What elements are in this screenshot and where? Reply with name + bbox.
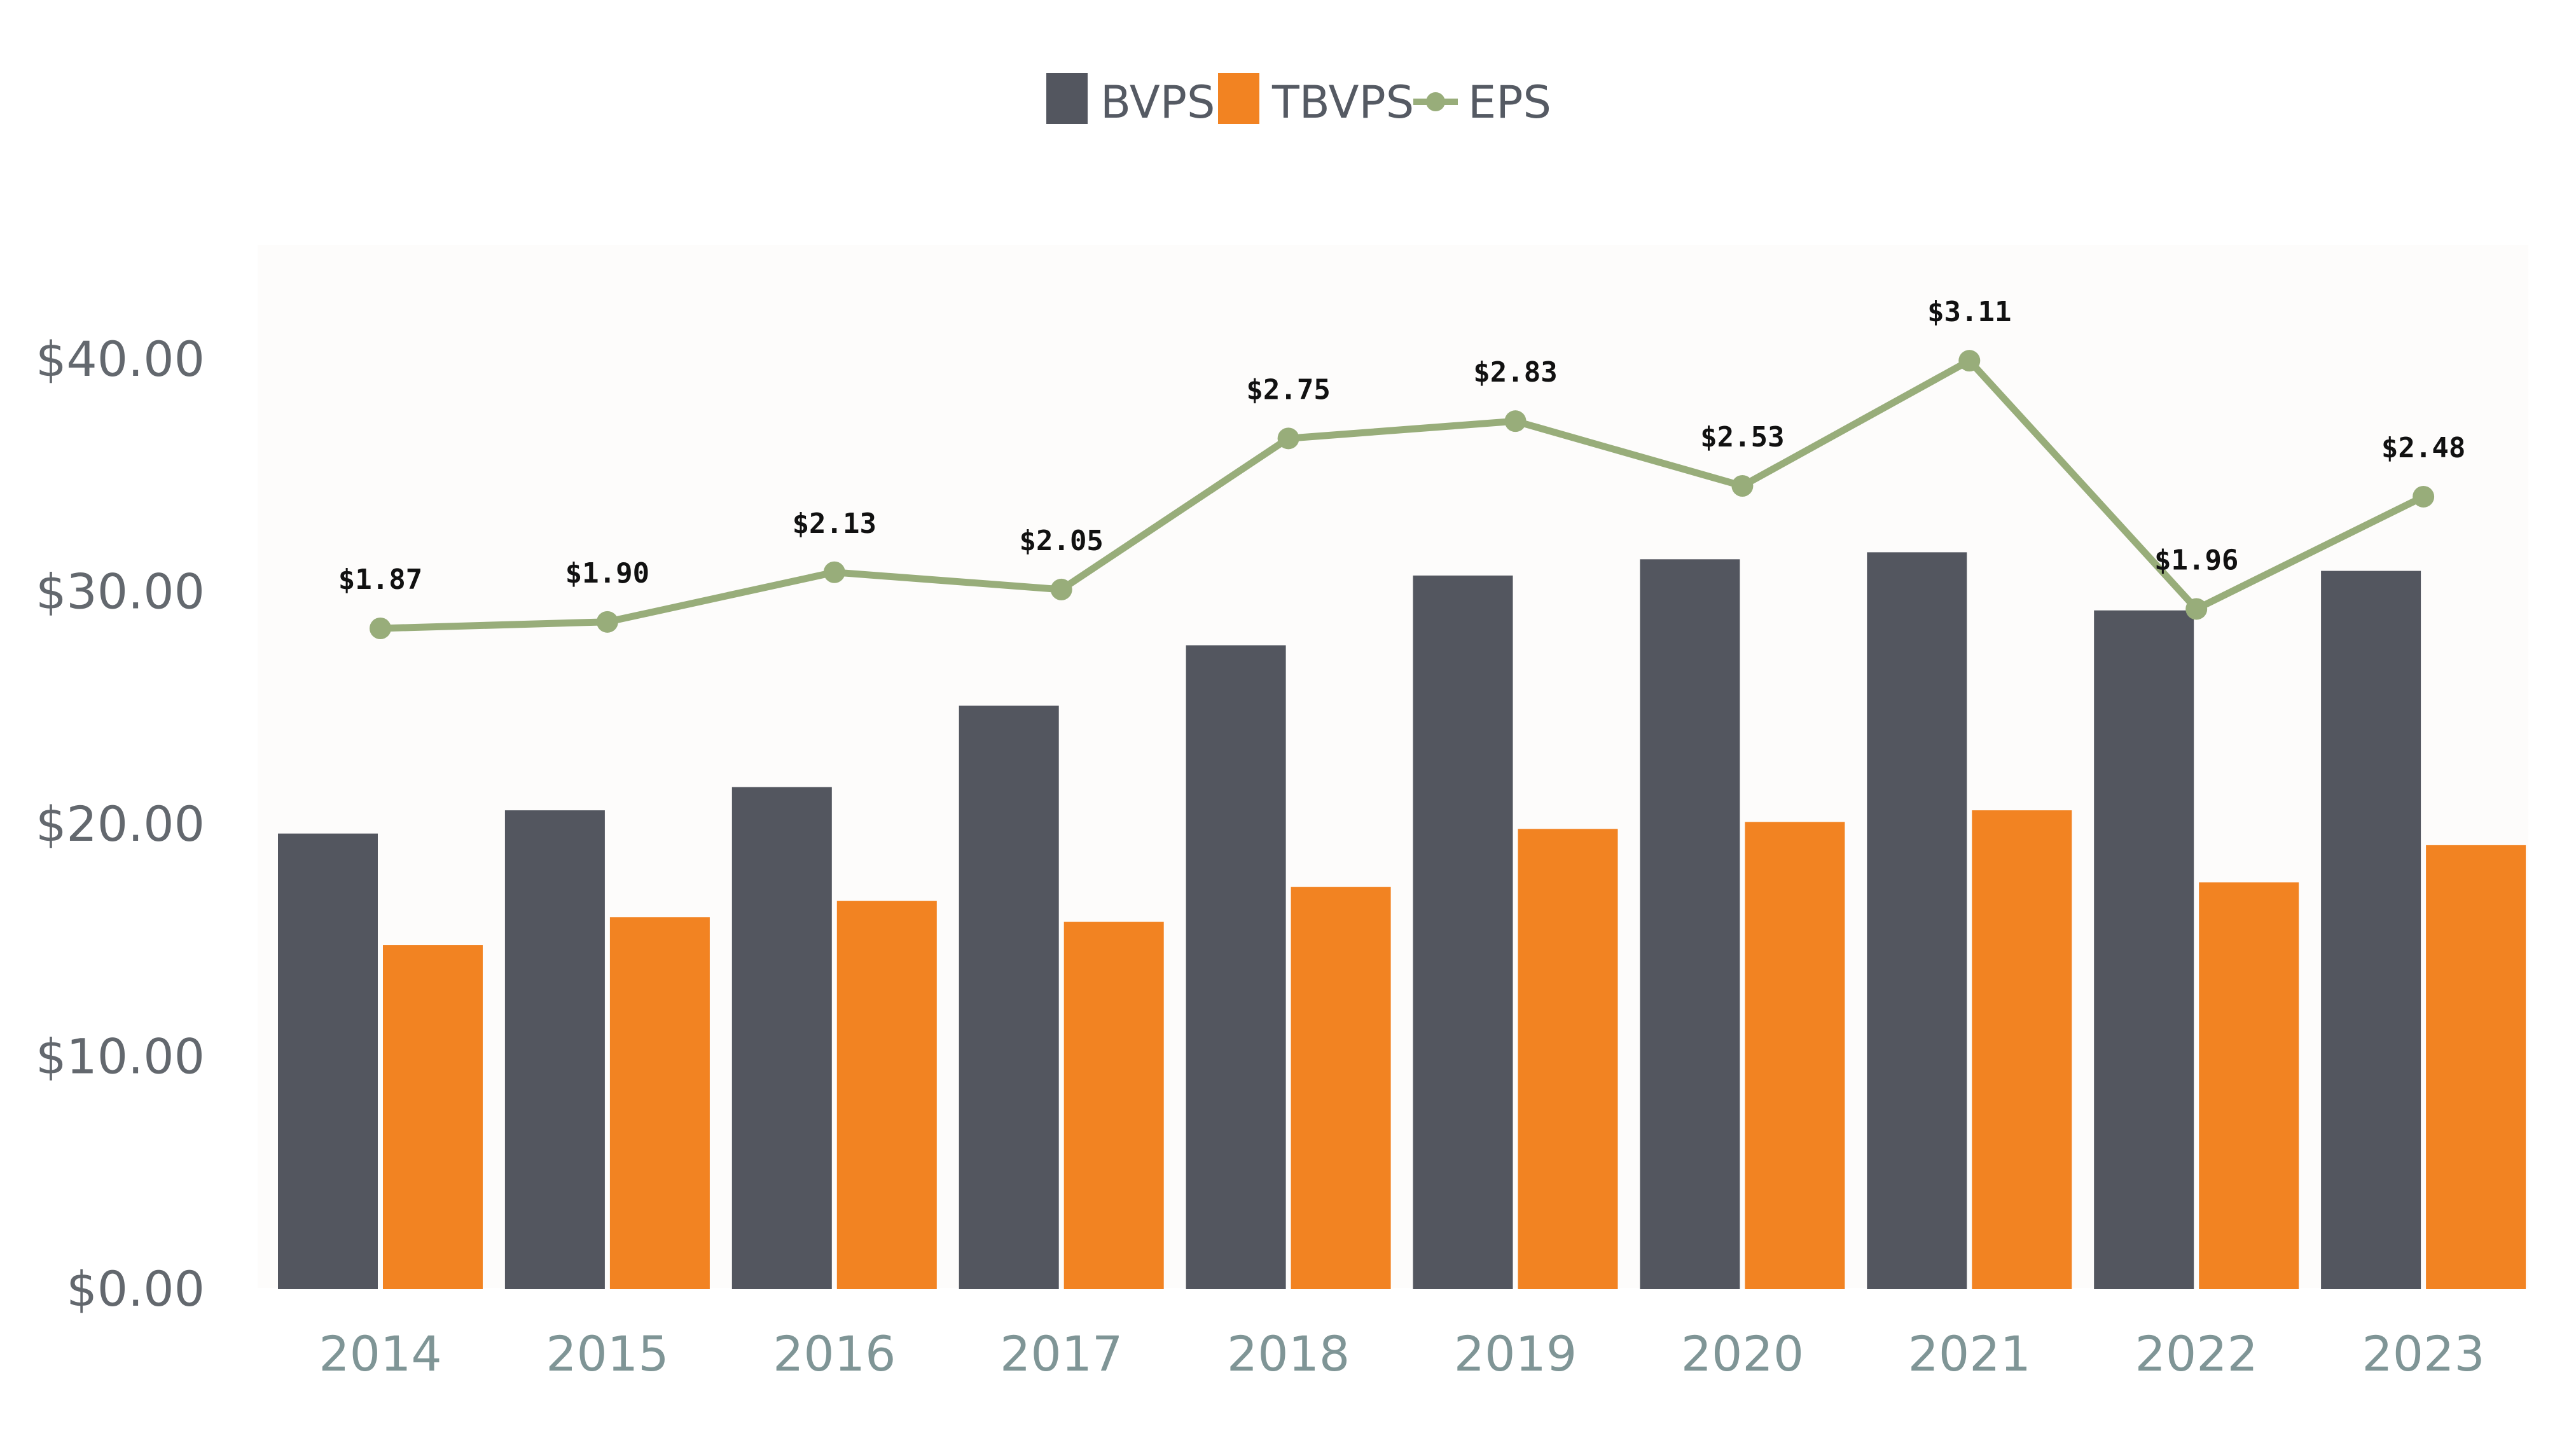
legend-marker-eps <box>1426 92 1445 111</box>
x-tick-label-2020: 2020 <box>1681 1325 1804 1382</box>
eps-line <box>380 357 2425 632</box>
eps-point-2019[interactable] <box>1504 410 1527 432</box>
bar-tbvps-2019[interactable] <box>1518 829 1618 1289</box>
eps-data-label-2021: $3.11 <box>1927 296 2011 328</box>
bar-tbvps-2022[interactable] <box>2199 882 2299 1289</box>
eps-data-label-2022: $1.96 <box>2154 544 2238 576</box>
legend-label-tbvps: TBVPS <box>1271 76 1414 128</box>
x-tick-label-2022: 2022 <box>2135 1325 2257 1382</box>
x-tick-label-2016: 2016 <box>773 1325 896 1382</box>
x-axis: 2014 2015 2016 2017 2018 2019 2020 2021 2022 2023 <box>319 1325 2485 1382</box>
legend-label-eps: EPS <box>1468 76 1551 128</box>
bar-bvps-2020[interactable] <box>1640 559 1740 1289</box>
eps-data-label-2023: $2.48 <box>2381 432 2465 464</box>
eps-point-2021[interactable] <box>1958 350 1981 372</box>
legend-swatch-tbvps <box>1218 73 1259 124</box>
eps-data-label-2016: $2.13 <box>793 508 876 540</box>
eps-point-2020[interactable] <box>1731 474 1754 497</box>
x-tick-label-2021: 2021 <box>1908 1325 2031 1382</box>
bar-bvps-2022[interactable] <box>2094 610 2194 1289</box>
eps-data-label-2017: $2.05 <box>1019 525 1103 557</box>
bar-bvps-2015[interactable] <box>504 810 605 1289</box>
bar-bvps-2019[interactable] <box>1413 575 1513 1289</box>
x-tick-label-2023: 2023 <box>2362 1325 2484 1382</box>
y-tick-label: $0.00 <box>66 1261 205 1317</box>
bar-bvps-2023[interactable] <box>2321 570 2421 1289</box>
y-tick-label: $10.00 <box>36 1028 205 1085</box>
eps-data-label-2020: $2.53 <box>1700 421 1784 453</box>
legend-item-bvps[interactable]: BVPS <box>1046 73 1215 128</box>
legend-item-tbvps[interactable]: TBVPS <box>1218 73 1414 128</box>
eps-point-2016[interactable] <box>823 561 845 583</box>
x-tick-label-2017: 2017 <box>1000 1325 1123 1382</box>
x-tick-label-2018: 2018 <box>1227 1325 1350 1382</box>
bar-tbvps-2015[interactable] <box>609 917 710 1289</box>
legend-label-bvps: BVPS <box>1100 76 1215 128</box>
x-tick-label-2014: 2014 <box>319 1325 441 1382</box>
bar-tbvps-2014[interactable] <box>383 945 483 1289</box>
y-axis: $0.00 $10.00 $20.00 $30.00 $40.00 <box>36 331 205 1317</box>
eps-point-2018[interactable] <box>1277 427 1299 450</box>
eps-point-2017[interactable] <box>1050 578 1072 600</box>
eps-point-2015[interactable] <box>596 611 618 633</box>
bar-tbvps-2023[interactable] <box>2426 845 2526 1289</box>
bar-tbvps-2020[interactable] <box>1745 822 1845 1289</box>
y-tick-label: $30.00 <box>36 563 205 620</box>
eps-line-group: $1.87 $1.90 $2.13 $2.05 $2.75 $2.83 $2.53 $3.11… <box>338 296 2465 639</box>
bar-bvps-2016[interactable] <box>731 787 832 1289</box>
bars <box>278 552 2526 1289</box>
y-tick-label: $40.00 <box>36 331 205 387</box>
eps-data-label-2018: $2.75 <box>1246 373 1330 406</box>
eps-point-2023[interactable] <box>2413 485 2435 508</box>
eps-data-label-2015: $1.90 <box>565 557 649 590</box>
x-tick-label-2019: 2019 <box>1454 1325 1577 1382</box>
eps-data-label-2014: $1.87 <box>338 563 422 596</box>
bar-tbvps-2021[interactable] <box>1972 810 2072 1289</box>
legend-item-eps[interactable]: EPS <box>1413 76 1551 128</box>
legend: BVPS TBVPS EPS <box>1046 73 1551 128</box>
eps-point-2022[interactable] <box>2185 598 2208 620</box>
bar-bvps-2014[interactable] <box>278 833 378 1289</box>
eps-point-2014[interactable] <box>370 618 391 639</box>
bar-bvps-2018[interactable] <box>1186 645 1286 1289</box>
bar-tbvps-2016[interactable] <box>836 901 937 1289</box>
bar-tbvps-2018[interactable] <box>1291 887 1391 1289</box>
eps-data-label-2019: $2.83 <box>1473 356 1557 389</box>
bar-bvps-2017[interactable] <box>959 705 1059 1289</box>
bar-tbvps-2017[interactable] <box>1063 922 1164 1289</box>
x-tick-label-2015: 2015 <box>546 1325 668 1382</box>
y-tick-label: $20.00 <box>36 796 205 852</box>
legend-swatch-bvps <box>1046 73 1088 124</box>
bar-bvps-2021[interactable] <box>1867 552 1967 1289</box>
